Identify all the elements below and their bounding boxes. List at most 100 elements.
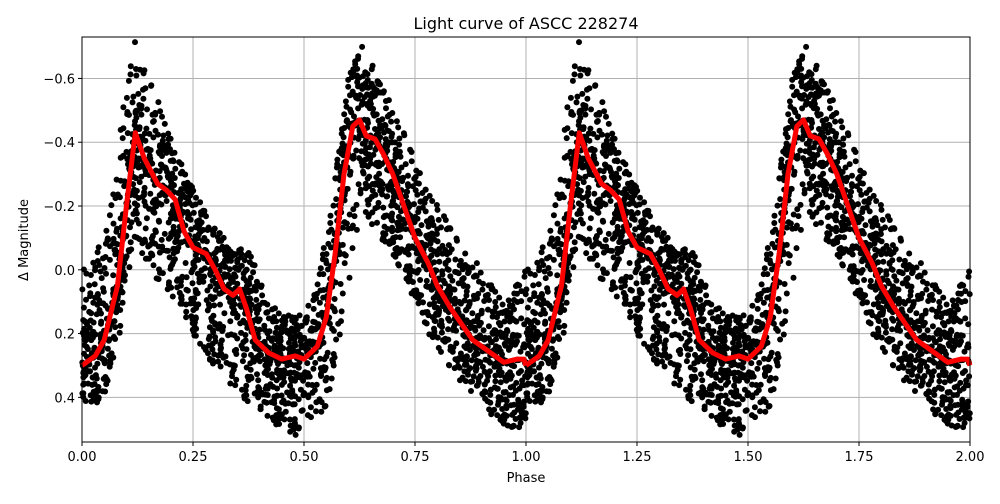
observation-point bbox=[588, 215, 594, 221]
observation-point bbox=[506, 297, 512, 303]
observation-point bbox=[883, 322, 889, 328]
observation-point bbox=[940, 345, 946, 351]
observation-point bbox=[365, 164, 371, 170]
observation-point bbox=[562, 127, 568, 133]
observation-point bbox=[339, 131, 345, 137]
observation-point bbox=[317, 396, 323, 402]
observation-point bbox=[755, 306, 761, 312]
observation-point bbox=[423, 187, 429, 193]
observation-point bbox=[926, 382, 932, 388]
observation-point bbox=[705, 399, 711, 405]
observation-point bbox=[103, 271, 109, 277]
observation-point bbox=[118, 127, 124, 133]
observation-point bbox=[471, 373, 477, 379]
observation-point bbox=[742, 338, 748, 344]
observation-point bbox=[863, 222, 869, 228]
observation-point bbox=[829, 226, 835, 232]
observation-point bbox=[699, 384, 705, 390]
observation-point bbox=[765, 356, 771, 362]
observation-point bbox=[141, 70, 147, 76]
observation-point bbox=[95, 291, 101, 297]
observation-point bbox=[692, 254, 698, 260]
observation-point bbox=[653, 227, 659, 233]
observation-point bbox=[880, 308, 886, 314]
observation-point bbox=[653, 318, 659, 324]
observation-point bbox=[468, 388, 474, 394]
observation-point bbox=[454, 238, 460, 244]
observation-point bbox=[772, 213, 778, 219]
observation-point bbox=[303, 346, 309, 352]
observation-point bbox=[859, 295, 865, 301]
observation-point bbox=[270, 335, 276, 341]
observation-point bbox=[619, 233, 625, 239]
observation-point bbox=[386, 184, 392, 190]
observation-point bbox=[241, 352, 247, 358]
observation-point bbox=[590, 131, 596, 137]
observation-point bbox=[678, 336, 684, 342]
observation-point bbox=[103, 228, 109, 234]
observation-point bbox=[952, 384, 958, 390]
observation-point bbox=[482, 382, 488, 388]
observation-point bbox=[561, 323, 567, 329]
observation-point bbox=[878, 294, 884, 300]
observation-point bbox=[198, 209, 204, 215]
observation-point bbox=[514, 291, 520, 297]
observation-point bbox=[398, 154, 404, 160]
observation-point bbox=[553, 350, 559, 356]
observation-point bbox=[913, 357, 919, 363]
observation-point bbox=[925, 327, 931, 333]
observation-point bbox=[779, 321, 785, 327]
observation-point bbox=[697, 297, 703, 303]
observation-point bbox=[344, 221, 350, 227]
observation-point bbox=[724, 374, 730, 380]
observation-point bbox=[401, 132, 407, 138]
observation-point bbox=[467, 301, 473, 307]
observation-point bbox=[872, 283, 878, 289]
observation-point bbox=[403, 161, 409, 167]
observation-point bbox=[211, 351, 217, 357]
observation-point bbox=[474, 273, 480, 279]
observation-point bbox=[170, 157, 176, 163]
observation-point bbox=[714, 335, 720, 341]
observation-point bbox=[171, 227, 177, 233]
observation-point bbox=[205, 307, 211, 313]
observation-point bbox=[280, 345, 286, 351]
observation-point bbox=[146, 206, 152, 212]
observation-point bbox=[185, 288, 191, 294]
observation-point bbox=[140, 96, 146, 102]
observation-point bbox=[532, 272, 538, 278]
observation-point bbox=[703, 292, 709, 298]
observation-point bbox=[293, 432, 299, 438]
observation-point bbox=[234, 336, 240, 342]
observation-point bbox=[879, 207, 885, 213]
observation-point bbox=[675, 307, 681, 313]
observation-point bbox=[327, 220, 333, 226]
observation-point bbox=[312, 360, 318, 366]
observation-point bbox=[616, 239, 622, 245]
observation-point bbox=[783, 308, 789, 314]
observation-point bbox=[109, 350, 115, 356]
observation-point bbox=[571, 224, 577, 230]
observation-point bbox=[717, 318, 723, 324]
observation-point bbox=[365, 197, 371, 203]
observation-point bbox=[685, 271, 691, 277]
observation-point bbox=[108, 202, 114, 208]
observation-point bbox=[584, 96, 590, 102]
observation-point bbox=[413, 168, 419, 174]
observation-point bbox=[428, 253, 434, 259]
observation-point bbox=[743, 408, 749, 414]
observation-point bbox=[156, 149, 162, 155]
observation-point bbox=[374, 220, 380, 226]
observation-point bbox=[197, 222, 203, 228]
observation-point bbox=[435, 207, 441, 213]
observation-point bbox=[190, 188, 196, 194]
observation-point bbox=[190, 260, 196, 266]
observation-point bbox=[345, 77, 351, 83]
observation-point bbox=[718, 367, 724, 373]
observation-point bbox=[393, 254, 399, 260]
observation-point bbox=[486, 282, 492, 288]
observation-point bbox=[915, 373, 921, 379]
observation-point bbox=[629, 215, 635, 221]
observation-point bbox=[576, 200, 582, 206]
observation-point bbox=[193, 326, 199, 332]
